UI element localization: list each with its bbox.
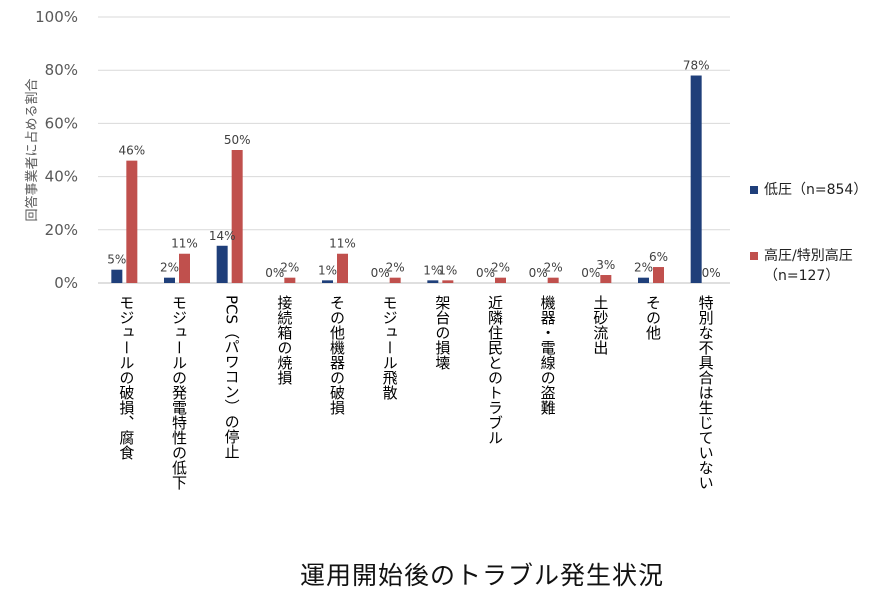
bar bbox=[638, 277, 649, 283]
data-label: 2% bbox=[160, 261, 179, 275]
bar bbox=[322, 280, 333, 283]
data-label: 78% bbox=[683, 59, 710, 73]
bar bbox=[126, 160, 138, 283]
legend-swatch-low-voltage bbox=[750, 186, 758, 194]
category-label: 架台の損壊 bbox=[433, 295, 451, 370]
data-label: 6% bbox=[649, 250, 668, 264]
data-label: 2% bbox=[280, 261, 299, 275]
category-label: 土砂流出 bbox=[591, 295, 609, 355]
bar bbox=[284, 277, 296, 283]
data-label: 0% bbox=[581, 266, 600, 280]
data-label: 1% bbox=[423, 263, 442, 277]
y-tick-label: 20% bbox=[45, 221, 78, 239]
bar bbox=[495, 277, 506, 283]
data-label: 0% bbox=[529, 266, 548, 280]
data-label: 3% bbox=[596, 258, 615, 272]
data-label: 50% bbox=[224, 133, 251, 147]
legend-label-low-voltage: 低圧（n=854） bbox=[764, 182, 868, 198]
legend-label-high-voltage: 高圧/特別高圧 （n=127） bbox=[764, 248, 853, 284]
data-label: 0% bbox=[265, 266, 284, 280]
category-label: 接続箱の焼損 bbox=[275, 295, 293, 386]
bar bbox=[389, 277, 401, 283]
bar bbox=[179, 253, 190, 283]
data-label: 14% bbox=[209, 229, 236, 243]
data-label: 0% bbox=[702, 266, 721, 280]
data-label: 2% bbox=[634, 261, 653, 275]
y-tick-label: 40% bbox=[45, 168, 78, 186]
bar bbox=[164, 277, 175, 283]
category-label: PCS（パワコン）の停止 bbox=[223, 295, 241, 459]
category-label: モジュール飛散 bbox=[381, 295, 399, 400]
bar bbox=[547, 277, 559, 283]
data-label: 2% bbox=[386, 261, 405, 275]
data-label: 0% bbox=[371, 266, 390, 280]
y-tick-label: 80% bbox=[45, 61, 78, 79]
y-tick-label: 0% bbox=[54, 274, 78, 292]
bar bbox=[600, 275, 612, 283]
category-labels: モジュールの破損、腐食 モジュールの発電特性の低下 PCS（パワコン）の停止 接続箱の… bbox=[117, 295, 714, 490]
chart-title: 運用開始後のトラブル発生状況 bbox=[300, 561, 665, 590]
category-label: その他機器の破損 bbox=[328, 295, 346, 416]
bar bbox=[653, 267, 664, 283]
bar bbox=[216, 245, 228, 283]
legend-swatch-high-voltage bbox=[750, 252, 758, 260]
category-label: 特別な不具合は生じていない bbox=[697, 295, 715, 490]
data-label: 1% bbox=[318, 263, 337, 277]
category-label: モジュールの発電特性の低下 bbox=[170, 295, 188, 490]
category-label: モジュールの破損、腐食 bbox=[117, 295, 135, 460]
category-label: 機器・電線の盗難 bbox=[539, 295, 557, 415]
legend: 低圧（n=854） 高圧/特別高圧 （n=127） bbox=[750, 180, 867, 332]
y-axis-ticks: 0% 20% 40% 60% 80% 100% bbox=[35, 8, 78, 292]
data-label: 0% bbox=[476, 266, 495, 280]
bar bbox=[111, 269, 123, 283]
bar bbox=[442, 280, 454, 283]
data-label: 46% bbox=[118, 144, 145, 158]
bar bbox=[231, 150, 243, 283]
gridlines bbox=[98, 16, 730, 284]
category-label: 近隣住民とのトラブル bbox=[486, 295, 504, 445]
bar bbox=[690, 75, 702, 284]
data-labels: 5%46%2%11%14%50%0%2% 1%11%0%2% 1%1% 0%2% 0%2… bbox=[107, 59, 720, 280]
category-label: その他 bbox=[644, 295, 662, 341]
data-label: 11% bbox=[329, 237, 356, 251]
y-tick-label: 100% bbox=[35, 8, 78, 26]
data-label: 5% bbox=[107, 253, 126, 267]
legend-item-low-voltage: 低圧（n=854） bbox=[750, 180, 867, 200]
bar bbox=[427, 280, 439, 283]
bar bbox=[337, 253, 348, 283]
data-label: 2% bbox=[491, 261, 510, 275]
data-label: 1% bbox=[438, 263, 457, 277]
y-axis-label: 回答事業者に占める割合 bbox=[24, 78, 40, 221]
legend-item-high-voltage: 高圧/特別高圧 （n=127） bbox=[750, 246, 867, 286]
data-label: 2% bbox=[544, 261, 563, 275]
data-label: 11% bbox=[171, 237, 198, 251]
bars bbox=[111, 75, 702, 284]
y-tick-label: 60% bbox=[45, 114, 78, 132]
